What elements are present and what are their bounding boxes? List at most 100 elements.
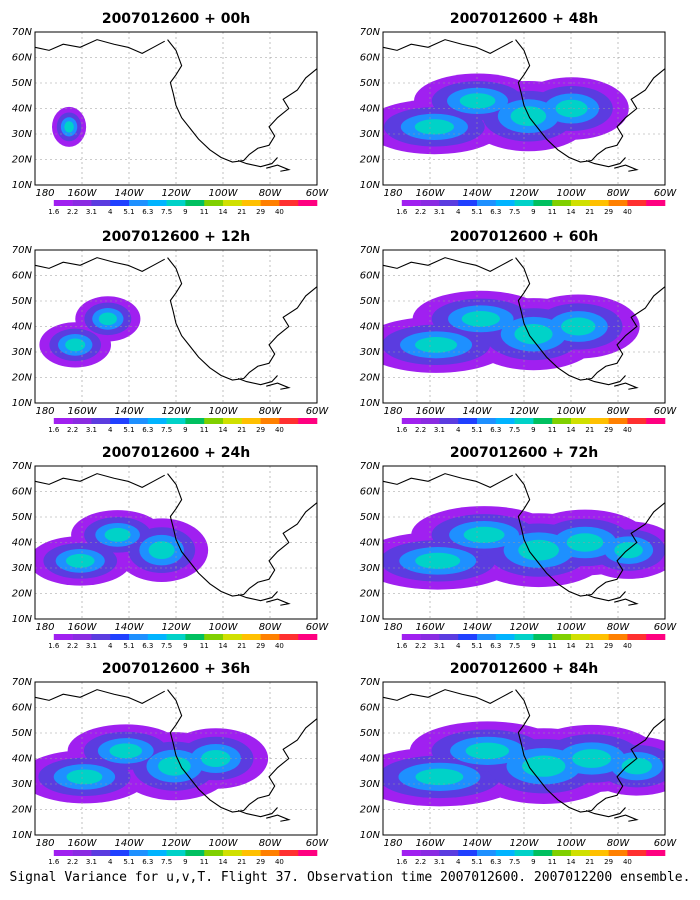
coastline [585, 375, 626, 386]
colorbar-swatch [279, 850, 299, 856]
colorbar-label: 11 [200, 642, 209, 650]
colorbar-label: 3.1 [434, 858, 445, 866]
lon-label: 100W [557, 406, 587, 417]
colorbar-swatch [383, 634, 403, 640]
lon-label: 120W [162, 838, 192, 849]
colorbar-swatch [185, 634, 205, 640]
lon-label: 80W [607, 838, 631, 849]
colorbar-label: 11 [200, 858, 209, 866]
colorbar-label: 9 [531, 208, 535, 216]
colorbar-label: 21 [237, 426, 246, 434]
colorbar-swatch [646, 850, 666, 856]
colorbar-label: 7.5 [161, 858, 172, 866]
lat-label: 50N [360, 78, 381, 89]
lon-label: 120W [510, 188, 540, 199]
lat-label: 20N [12, 805, 33, 816]
lon-label: 140W [463, 188, 493, 199]
colorbar-swatch [204, 200, 224, 206]
colorbar-swatch [495, 850, 515, 856]
variance-contour [104, 527, 131, 542]
colorbar-label: 3.1 [86, 858, 97, 866]
lon-label: 100W [557, 838, 587, 849]
coastline [382, 257, 513, 273]
lon-label: 80W [259, 188, 283, 199]
colorbar-swatch [110, 634, 130, 640]
coastline [382, 689, 513, 705]
colorbar-swatch [223, 850, 243, 856]
panel-title: 2007012600 + 24h [102, 445, 250, 461]
lat-label: 60N [12, 703, 33, 714]
colorbar-swatch [589, 850, 609, 856]
colorbar-label: 14 [219, 858, 228, 866]
map-frame [382, 681, 666, 836]
lon-label: 140W [463, 622, 493, 633]
colorbar-swatch [533, 634, 553, 640]
panel-title: 2007012600 + 12h [102, 229, 250, 245]
colorbar-swatch [477, 850, 497, 856]
lat-label: 70N [12, 245, 33, 256]
colorbar-swatch [53, 418, 73, 424]
colorbar-label: 6.3 [490, 642, 501, 650]
colorbar-swatch [91, 418, 111, 424]
colorbar-label: 9 [183, 426, 187, 434]
variance-contour [459, 93, 496, 109]
colorbar-label: 21 [585, 858, 594, 866]
colorbar-label: 9 [183, 858, 187, 866]
colorbar-swatch [147, 418, 167, 424]
colorbar-swatch [72, 418, 92, 424]
colorbar-label: 6.3 [490, 426, 501, 434]
variance-contour [555, 99, 588, 118]
colorbar-label: 9 [531, 858, 535, 866]
map-frame [382, 249, 666, 404]
colorbar-label: 40 [623, 642, 632, 650]
lon-label: 100W [209, 406, 239, 417]
colorbar-label: 21 [585, 642, 594, 650]
lat-label: 50N [12, 728, 33, 739]
map-frame [382, 31, 666, 186]
colorbar-swatch [53, 850, 73, 856]
colorbar-swatch [147, 200, 167, 206]
lat-label: 30N [360, 563, 381, 574]
colorbar-label: 4 [108, 208, 113, 216]
colorbar-swatch [608, 200, 628, 206]
colorbar-label: 14 [219, 426, 228, 434]
colorbar-label: 14 [567, 858, 576, 866]
colorbar-label: 7.5 [161, 642, 172, 650]
coastline [34, 257, 165, 273]
colorbar-swatch [383, 200, 403, 206]
colorbar-label: 1.6 [396, 642, 408, 650]
colorbar-label: 4 [108, 642, 113, 650]
lat-label: 40N [360, 538, 381, 549]
colorbar-swatch [477, 418, 497, 424]
colorbar-swatch [477, 634, 497, 640]
colorbar-swatch [110, 418, 130, 424]
coastline [266, 598, 291, 606]
colorbar-label: 4 [456, 208, 461, 216]
colorbar-swatch [166, 850, 186, 856]
colorbar-swatch [627, 200, 647, 206]
colorbar-swatch [646, 418, 666, 424]
variance-field [35, 510, 209, 586]
map-frame [34, 465, 318, 620]
colorbar-swatch [129, 850, 149, 856]
lat-label: 70N [360, 677, 381, 688]
lon-label: 100W [209, 622, 239, 633]
panel-title: 2007012600 + 84h [450, 661, 598, 677]
lon-label: 60W [306, 838, 330, 849]
colorbar-label: 2.2 [415, 208, 426, 216]
variance-contour [514, 324, 553, 345]
lat-label: 20N [360, 155, 381, 166]
coastline [515, 39, 666, 163]
coastline [266, 164, 291, 172]
colorbar-label: 3.1 [86, 208, 97, 216]
variance-field [39, 296, 141, 368]
colorbar-swatch [110, 850, 130, 856]
colorbar-label: 14 [567, 208, 576, 216]
colorbar-label: 14 [567, 426, 576, 434]
lon-label: 180 [35, 838, 54, 849]
lat-label: 60N [12, 271, 33, 282]
colorbar-label: 1.6 [396, 426, 408, 434]
lon-label: 140W [115, 406, 145, 417]
lat-label: 20N [360, 805, 381, 816]
